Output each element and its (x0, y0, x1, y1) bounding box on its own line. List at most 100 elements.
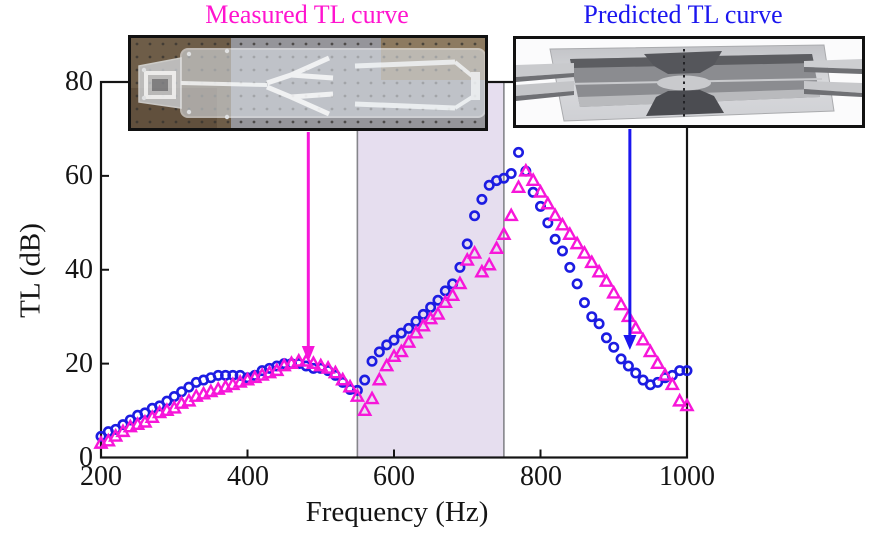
measured-point (349, 387, 366, 402)
predicted-point (124, 414, 136, 426)
measured-point (459, 251, 475, 266)
measured-point (357, 402, 373, 416)
y-tick-label-20: 20 (65, 348, 93, 379)
measured-point (547, 207, 563, 222)
measured-point (437, 294, 453, 309)
predicted-point (593, 318, 605, 330)
measured-point (452, 275, 468, 290)
measured-point (510, 179, 527, 194)
predicted-point (637, 374, 649, 386)
measured-point (305, 355, 322, 370)
predicted-point (578, 297, 590, 309)
predicted-point (564, 261, 576, 273)
measured-point (313, 357, 329, 372)
measured-point (320, 359, 336, 374)
y-tick-label-80: 80 (65, 66, 93, 97)
measured-point (408, 324, 424, 339)
measured-arrow-head (301, 346, 315, 362)
predicted-model-render (513, 36, 865, 128)
annotation-arrows (301, 129, 637, 362)
measured-point (532, 183, 549, 198)
measured-point (474, 263, 490, 278)
measured-point (364, 390, 380, 405)
measured-point (291, 352, 307, 367)
predicted-point (454, 261, 466, 273)
predicted-point (534, 200, 546, 212)
measured-point (525, 172, 541, 186)
measured-point (379, 357, 395, 372)
predicted-point (571, 278, 583, 290)
predicted-point (183, 381, 195, 393)
measured-point (481, 256, 497, 271)
cad-render-art (516, 39, 862, 125)
highlight-band (356, 82, 505, 458)
y-tick-label-60: 60 (65, 160, 93, 191)
predicted-point (154, 400, 166, 412)
measured-point (642, 343, 659, 358)
measured-specimen-photo (128, 35, 488, 131)
x-tick-label-200: 200 (80, 461, 122, 492)
measured-point (591, 263, 607, 278)
predicted-point (652, 376, 664, 388)
measured-point (672, 392, 688, 407)
measured-point (584, 254, 600, 269)
x-tick-label-400: 400 (227, 461, 269, 492)
predicted-point (600, 332, 612, 344)
predicted-point (498, 172, 510, 184)
predicted-point (608, 341, 620, 353)
measured-point (554, 216, 571, 231)
x-tick-label-600: 600 (373, 461, 415, 492)
predicted-point (615, 353, 627, 365)
y-tick-label-40: 40 (65, 254, 93, 285)
measured-point (488, 240, 505, 255)
predicted-arrow-head (623, 335, 637, 350)
measured-point (342, 378, 358, 393)
predicted-point (95, 430, 107, 442)
y-axis-label: TL (dB) (14, 223, 47, 318)
measured-point (569, 235, 585, 250)
predicted-point (483, 179, 495, 191)
measured-point (664, 376, 680, 391)
predicted-point (681, 365, 693, 377)
measured-point (496, 226, 512, 240)
measured-point (562, 226, 578, 240)
predicted-point (388, 334, 400, 346)
y-tick-label-0: 0 (79, 442, 93, 473)
predicted-point (461, 238, 473, 250)
predicted-point (505, 168, 517, 180)
predicted-point (476, 193, 488, 205)
measured-point (606, 284, 622, 299)
measured-point (335, 371, 351, 386)
measured-point (444, 287, 461, 301)
measured-point (327, 364, 344, 379)
measured-curve-title: Measured TL curve (205, 0, 409, 29)
predicted-point (403, 322, 415, 334)
measured-point (430, 305, 446, 320)
measured-point (613, 296, 629, 311)
predicted-point (381, 339, 393, 351)
axis-ticks (101, 174, 542, 458)
measured-point (650, 355, 666, 370)
predicted-point (395, 327, 407, 339)
specimen-photo-art (131, 38, 485, 128)
x-tick-label-800: 800 (520, 461, 562, 492)
measured-point (635, 331, 651, 346)
predicted-point (373, 346, 385, 358)
measured-point (401, 334, 417, 348)
predicted-curve-title: Predicted TL curve (583, 0, 783, 29)
measured-point (466, 244, 483, 259)
measured-point (503, 207, 519, 222)
measured-point (393, 343, 409, 358)
band-rect (357, 82, 504, 458)
measured-point (598, 272, 615, 287)
measured-point (576, 244, 593, 259)
predicted-point (469, 210, 481, 222)
predicted-point (586, 311, 598, 323)
measured-point (628, 319, 644, 334)
measured-point (679, 397, 695, 412)
measured-point (415, 317, 431, 332)
predicted-point (513, 146, 525, 158)
predicted-point (366, 355, 378, 367)
